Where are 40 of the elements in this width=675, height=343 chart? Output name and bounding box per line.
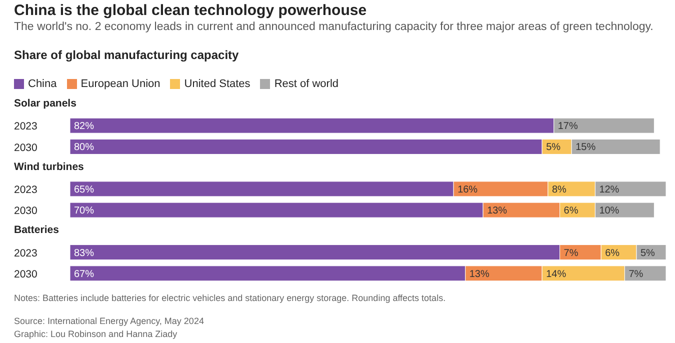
y-tick-label: 2023 (14, 247, 38, 260)
data-label: 8% (552, 184, 567, 196)
data-label: 82% (74, 121, 94, 132)
legend-label: China (28, 78, 57, 90)
data-label: 6% (564, 206, 578, 217)
data-label: 7% (564, 248, 578, 259)
data-label: 14% (546, 268, 566, 280)
y-tick-label: Wind turbines (14, 160, 84, 173)
y-tick-label: 2023 (14, 184, 38, 196)
legend-label: United States (184, 78, 250, 90)
chart-title: China is the global clean technology powerhouse (14, 2, 367, 19)
data-label: 16% (458, 184, 478, 196)
legend-label: Rest of world (274, 78, 339, 90)
data-label: 70% (74, 206, 94, 217)
y-tick-label: 2030 (14, 205, 38, 218)
data-label: 6% (605, 248, 620, 259)
data-label: 5% (640, 248, 656, 259)
text: Notes: Batteries include batteries for electric vehicles and stationary energy storage. Rounding affects totals. (14, 293, 446, 303)
y-tick-label: 2023 (14, 120, 38, 133)
source-note: Source: International Energy Agency, May 2024 (14, 316, 204, 326)
chart-subtitle: The world's no. 2 economy leads in current and announced manufacturing capacity for three major areas of green technology. (14, 21, 654, 33)
data-label: 13% (469, 268, 490, 280)
data-label: 10% (599, 206, 620, 217)
data-label: 83% (74, 248, 94, 259)
data-label: 17% (558, 121, 578, 132)
y-tick-label: Batteries (14, 224, 60, 236)
text: Graphic: Lou Robinson and Hanna Ziady (14, 329, 178, 339)
data-label: 67% (74, 268, 94, 280)
data-label: 15% (576, 142, 596, 154)
data-label: 80% (74, 142, 94, 154)
data-label: 5% (546, 142, 561, 154)
data-label: 12% (599, 184, 620, 196)
y-tick-label: 2030 (14, 268, 38, 280)
y-tick-label: 2030 (14, 142, 38, 154)
legend-label: European Union (80, 78, 160, 90)
data-label: 13% (487, 206, 508, 217)
y-tick-label: Solar panels (14, 98, 77, 110)
text: Share of global manufacturing capacity (14, 48, 239, 62)
data-label: 7% (628, 268, 644, 280)
data-label: 65% (74, 184, 94, 196)
